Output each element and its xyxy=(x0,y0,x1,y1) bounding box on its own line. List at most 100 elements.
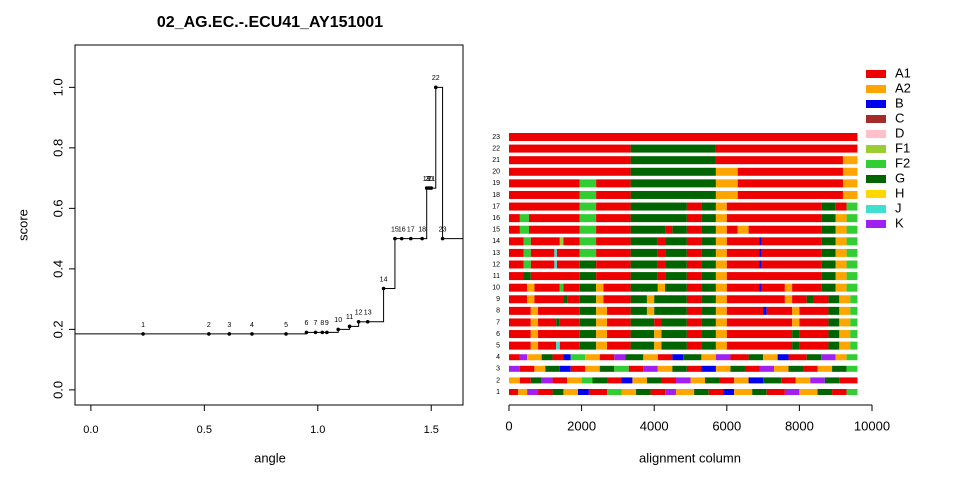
segment xyxy=(554,248,557,257)
legend-swatch xyxy=(866,85,886,93)
row-label: 13 xyxy=(492,250,500,257)
point-label: 4 xyxy=(250,322,254,329)
segment xyxy=(784,389,800,395)
segment xyxy=(835,260,847,269)
legend-swatch xyxy=(866,130,886,138)
segment xyxy=(530,237,560,246)
segment xyxy=(509,306,531,315)
segment xyxy=(538,330,580,339)
segment xyxy=(607,377,622,384)
segment xyxy=(579,248,597,257)
segment xyxy=(625,354,644,361)
segment xyxy=(748,377,764,384)
segment xyxy=(737,190,843,199)
segment xyxy=(538,306,580,315)
segment xyxy=(596,202,631,211)
segment xyxy=(701,330,716,339)
segment xyxy=(761,283,785,292)
segment xyxy=(850,341,858,350)
segment xyxy=(596,318,608,327)
segment xyxy=(799,330,829,339)
segment xyxy=(821,354,836,361)
segment xyxy=(715,318,727,327)
segment xyxy=(846,202,858,211)
segment xyxy=(832,389,847,395)
segment xyxy=(509,377,520,384)
segment xyxy=(835,272,847,281)
segment xyxy=(726,341,793,350)
segment xyxy=(726,237,760,246)
segment xyxy=(509,272,524,281)
segment xyxy=(715,283,727,292)
segment xyxy=(842,167,858,176)
legend-swatch xyxy=(866,220,886,228)
segment xyxy=(672,365,687,372)
legend-label: C xyxy=(895,110,904,125)
segment xyxy=(824,377,840,384)
segment xyxy=(596,179,631,188)
segment xyxy=(530,330,539,339)
segment xyxy=(579,190,597,199)
segment xyxy=(596,283,604,292)
point-label: 13 xyxy=(364,310,372,317)
segment xyxy=(630,283,658,292)
segment xyxy=(784,283,793,292)
row-label: 15 xyxy=(492,227,500,234)
segment xyxy=(579,225,597,234)
segment xyxy=(686,283,702,292)
segment xyxy=(665,272,687,281)
segment xyxy=(821,214,836,223)
segment xyxy=(694,389,709,395)
segment xyxy=(643,365,658,372)
segment xyxy=(686,237,702,246)
segment xyxy=(672,225,687,234)
segment xyxy=(530,306,539,315)
segment xyxy=(748,354,764,361)
segment xyxy=(773,365,789,372)
legend-swatch xyxy=(866,175,886,183)
segment xyxy=(552,377,568,384)
segment xyxy=(579,202,597,211)
segment xyxy=(654,295,687,304)
segment xyxy=(579,318,597,327)
row-label: 3 xyxy=(496,366,500,373)
legend-label: F2 xyxy=(895,155,910,170)
segment xyxy=(519,377,531,384)
segment xyxy=(686,272,702,281)
segment xyxy=(563,237,580,246)
segment xyxy=(715,144,858,153)
segment xyxy=(657,260,666,269)
segment xyxy=(701,272,716,281)
segment xyxy=(701,306,716,315)
segment xyxy=(657,354,673,361)
segment xyxy=(686,318,702,327)
segment xyxy=(828,295,840,304)
segment xyxy=(839,306,851,315)
x-tick-label: 6000 xyxy=(712,418,741,433)
segment xyxy=(559,365,571,372)
segment xyxy=(559,318,580,327)
step-segment xyxy=(431,87,437,189)
segment xyxy=(630,156,716,165)
segment xyxy=(817,365,833,372)
segment xyxy=(759,260,762,269)
segment xyxy=(715,156,843,165)
segment xyxy=(579,272,597,281)
segment xyxy=(599,365,615,372)
segment xyxy=(646,377,662,384)
row-label: 17 xyxy=(492,203,500,210)
segment xyxy=(701,354,716,361)
segment xyxy=(657,237,666,246)
segment xyxy=(592,377,608,384)
segment xyxy=(686,365,702,372)
segment xyxy=(596,237,631,246)
x-axis-label: alignment column xyxy=(639,450,741,465)
point-label: 18 xyxy=(418,226,426,233)
segment xyxy=(528,225,580,234)
segment xyxy=(518,389,528,395)
segment xyxy=(726,330,793,339)
segment xyxy=(726,318,793,327)
segment xyxy=(821,248,836,257)
segment xyxy=(509,190,580,199)
segment xyxy=(579,179,597,188)
